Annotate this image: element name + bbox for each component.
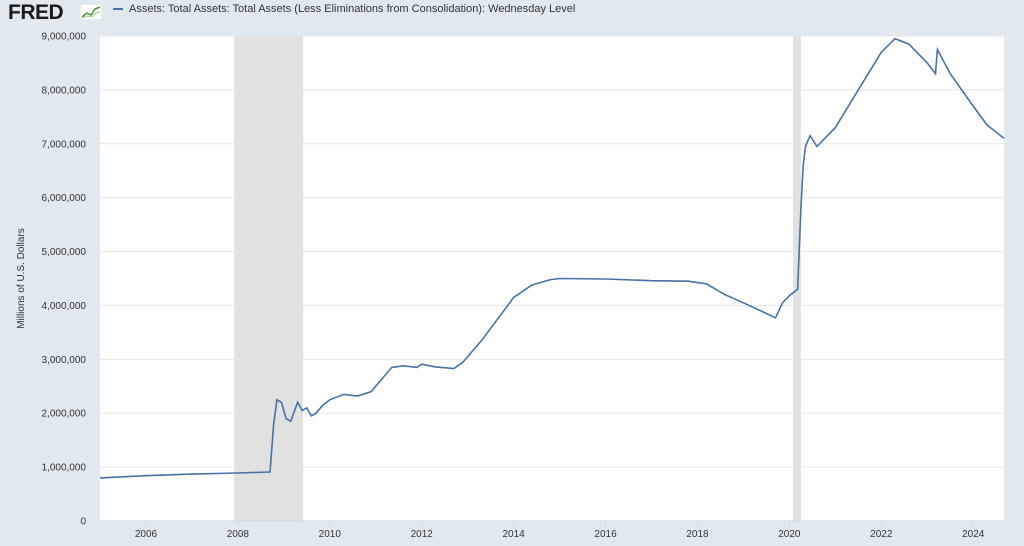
recession-band-0 [234,36,304,521]
x-tick-label-1: 2008 [227,529,250,540]
y-tick-label-6: 6,000,000 [42,193,87,204]
x-tick-label-4: 2014 [502,529,525,540]
x-tick-label-6: 2018 [686,529,709,540]
y-tick-label-0: 0 [80,517,86,528]
x-tick-label-0: 2006 [135,529,158,540]
y-axis-title: Millions of U.S. Dollars [16,228,27,329]
x-axis-ticks: 2006 2008 2010 2012 2014 2016 2018 2020 2022 2024 [100,520,1004,540]
x-tick-label-9: 2024 [962,529,985,540]
recession-bands [234,36,801,521]
y-tick-label-5: 5,000,000 [42,247,87,258]
recession-band-1 [793,36,801,521]
fred-graph-icon [80,4,102,20]
fred-logo: FRED [8,1,64,24]
y-tick-label-3: 3,000,000 [42,355,87,366]
y-tick-label-4: 4,000,000 [42,301,87,312]
y-tick-label-2: 2,000,000 [42,409,87,420]
y-tick-label-9: 9,000,000 [42,32,87,43]
x-tick-label-5: 2016 [594,529,617,540]
y-tick-label-1: 1,000,000 [42,463,87,474]
y-gridlines [100,35,1004,468]
series-line-total-assets [99,37,1005,479]
x-tick-label-2: 2010 [319,529,342,540]
legend: Assets: Total Assets: Total Assets (Less… [113,3,575,15]
x-tick-label-7: 2020 [778,529,801,540]
chart-header: FRED Assets: Total Assets: Total Assets … [0,0,1024,26]
x-tick-label-3: 2012 [411,529,434,540]
legend-label: Assets: Total Assets: Total Assets (Less… [129,3,576,15]
legend-swatch [113,8,123,10]
y-axis-ticks: 0 1,000,000 2,000,000 3,000,000 4,000,000 5,0… [42,32,87,528]
y-tick-label-7: 7,000,000 [42,139,87,150]
y-tick-label-8: 8,000,000 [42,85,87,96]
x-tick-label-8: 2022 [870,529,893,540]
